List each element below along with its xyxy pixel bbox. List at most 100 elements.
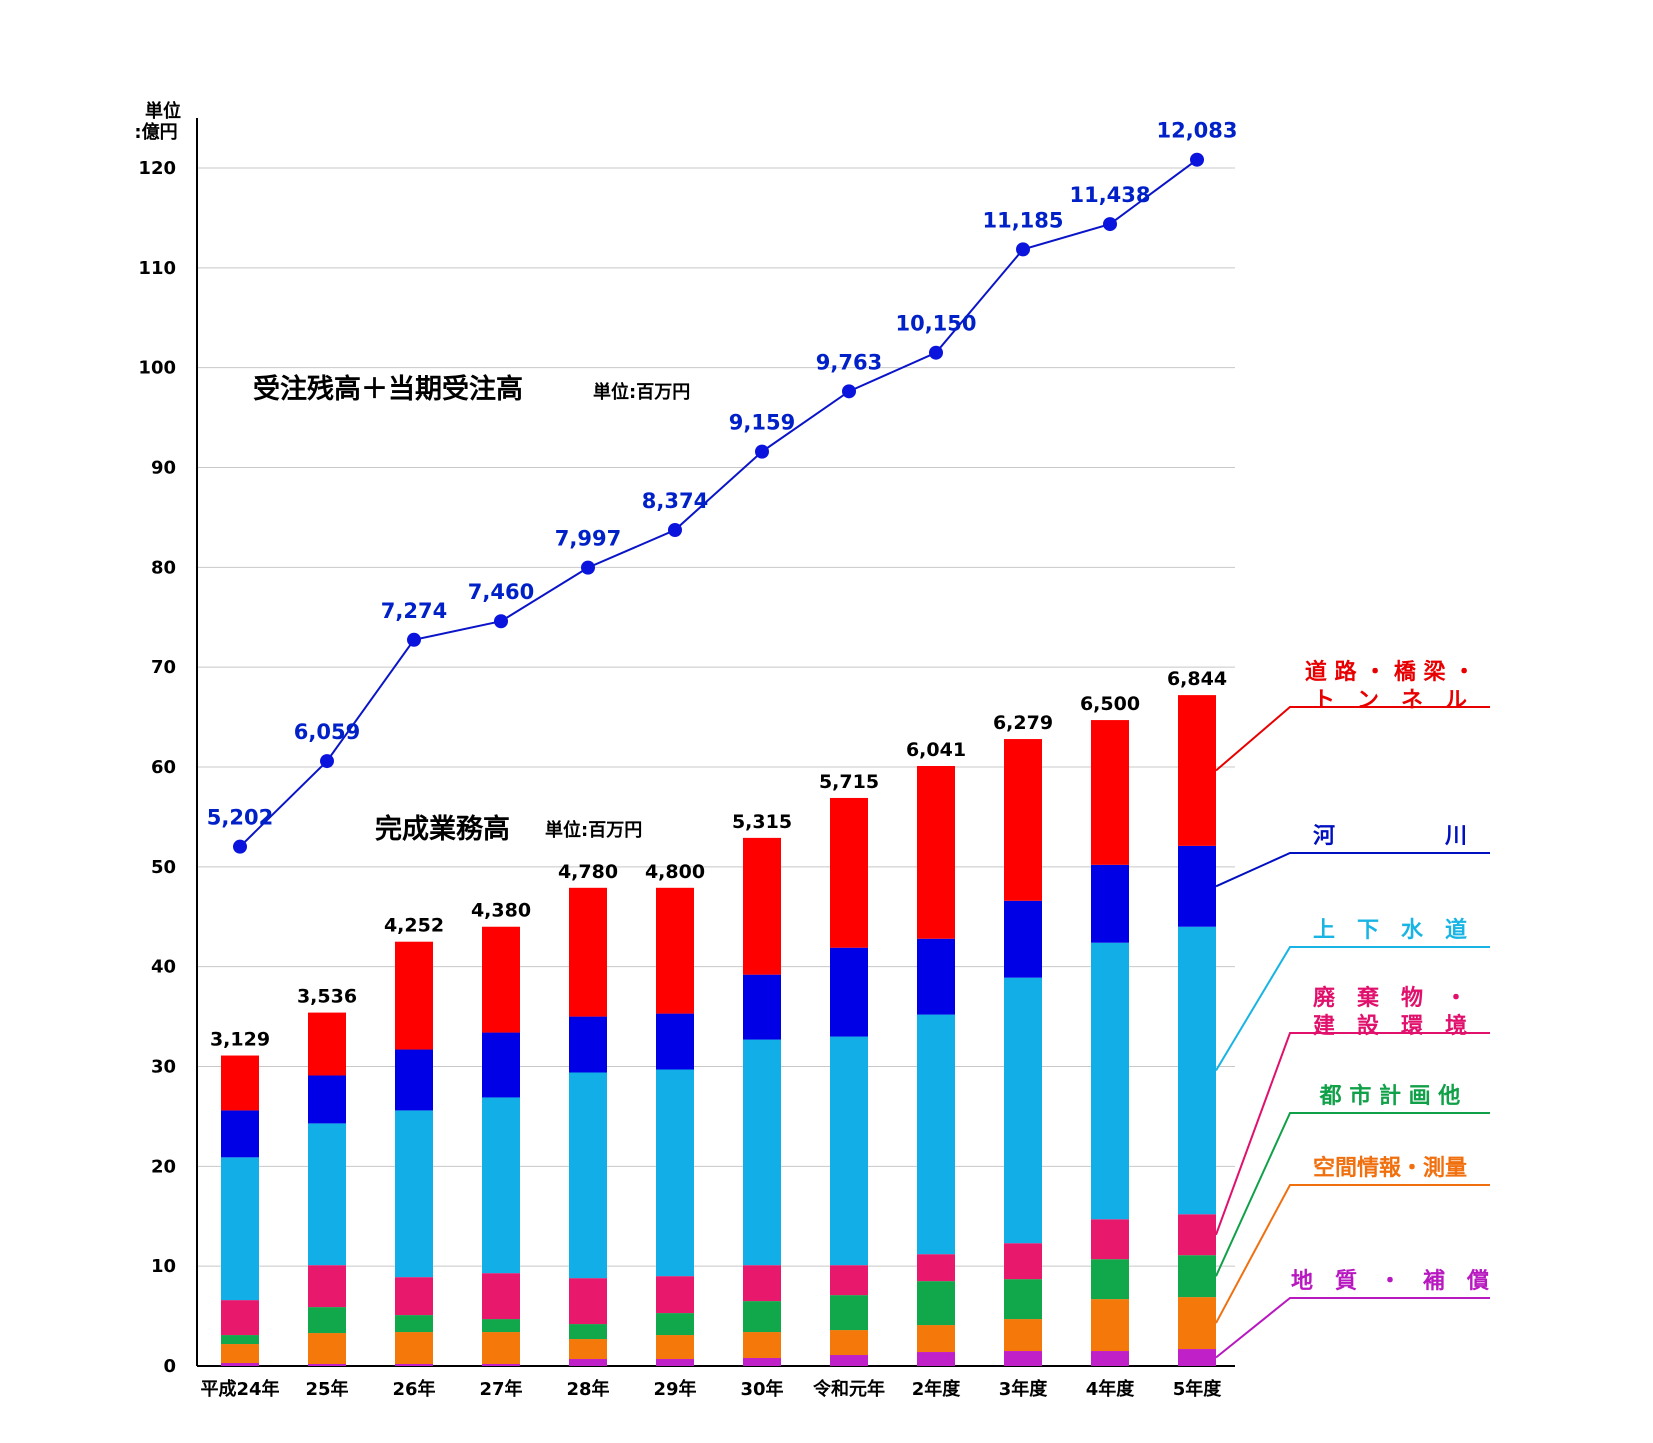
x-category-label: 5年度 — [1173, 1378, 1223, 1400]
order-point — [320, 754, 334, 769]
order-value-label: 6,059 — [294, 720, 360, 744]
bar-segment — [569, 887, 607, 1017]
bar-segment — [1091, 1219, 1129, 1260]
bar-segment — [569, 1359, 607, 1366]
order-point — [668, 522, 682, 537]
bar-segment — [482, 1332, 520, 1365]
bar-segment — [395, 1364, 433, 1366]
bar-segment — [656, 1013, 694, 1070]
bar-segment — [656, 1313, 694, 1336]
legend-leader-line — [1215, 1297, 1490, 1359]
bar-segment — [830, 1355, 868, 1366]
y-tick-label: 100 — [138, 358, 176, 379]
bar-segment — [308, 1012, 346, 1076]
y-tick-label: 70 — [151, 657, 176, 678]
bar-segment — [830, 1330, 868, 1356]
bar-segment — [221, 1335, 259, 1345]
x-category-label: 29年 — [653, 1378, 696, 1400]
bar-total-label: 6,500 — [1080, 693, 1140, 715]
bar-segment — [482, 1364, 520, 1366]
bar-total-label: 4,252 — [384, 915, 444, 937]
y-tick-label: 110 — [138, 258, 176, 279]
bar-segment — [917, 1014, 955, 1255]
bar-segment — [221, 1300, 259, 1336]
x-category-labels: 平成24年 25年 26年 27年 28年 29年 30年 令和元年 2年度 3年度 4年度 5年度 — [200, 1378, 1222, 1400]
order-point — [1016, 242, 1030, 257]
legend-leader-line — [1215, 946, 1490, 1072]
bar-segment — [308, 1333, 346, 1365]
bar-segment — [395, 1332, 433, 1365]
bar-segment — [917, 766, 955, 939]
bar-segment — [1004, 977, 1042, 1244]
order-value-label: 11,185 — [982, 208, 1063, 232]
y-tick-label: 10 — [151, 1256, 176, 1277]
bar-total-label: 4,380 — [471, 900, 531, 922]
bar-segment — [308, 1307, 346, 1334]
y-tick-label: 120 — [138, 158, 176, 179]
bar-total-label: 3,536 — [297, 986, 357, 1008]
bar-total-label: 3,129 — [210, 1029, 270, 1051]
bar-segment — [917, 938, 955, 1015]
bar-total-labels: 3,129 3,536 4,252 4,380 4,780 4,800 5,315 5,715… — [210, 668, 1227, 1050]
order-point — [1190, 152, 1204, 167]
bar-segment — [569, 1016, 607, 1073]
order-line-series: 5,202 6,059 7,274 7,460 7,997 8,374 9,159 9,763… — [207, 119, 1238, 854]
order-value-label: 12,083 — [1156, 119, 1237, 143]
order-value-label: 10,150 — [895, 312, 976, 336]
y-tick-label: 30 — [151, 1057, 176, 1078]
bar-total-label: 5,315 — [732, 811, 792, 833]
x-category-label: 2年度 — [912, 1378, 962, 1400]
bar-segment — [830, 797, 868, 948]
bar-total-label: 4,800 — [645, 861, 705, 883]
order-value-label: 8,374 — [642, 489, 708, 513]
order-value-label: 7,274 — [381, 599, 447, 623]
order-value-label: 7,460 — [468, 580, 534, 604]
bar-segment — [221, 1055, 259, 1111]
x-category-label: 30年 — [740, 1378, 783, 1400]
order-value-label: 7,997 — [555, 527, 621, 551]
bar-segment — [221, 1157, 259, 1301]
line-unit: 単位:百万円 — [593, 381, 690, 403]
bar-segment — [395, 1277, 433, 1316]
bar-segment — [1004, 1351, 1042, 1366]
bar-segment — [917, 1254, 955, 1282]
legend: 道 路 ・ 橋 梁 ・ト ン ネ ル河 川上 下 水 道廃 棄 物 ・建 設 環… — [1215, 659, 1490, 1359]
bar-segment — [482, 926, 520, 1033]
bar-segment — [1004, 900, 1042, 978]
legend-label-line2: 建 設 環 境 — [1313, 1013, 1467, 1039]
order-value-label: 9,763 — [816, 350, 882, 374]
line-title: 受注残高＋当期受注高 — [253, 373, 523, 405]
y-tick-label: 20 — [151, 1156, 176, 1177]
bar-segment — [569, 1278, 607, 1325]
legend-label-line2: ト ン ネ ル — [1313, 688, 1467, 713]
bar-segment — [1004, 1243, 1042, 1280]
legend-label: 上 下 水 道 — [1313, 917, 1467, 943]
bar-segment — [482, 1273, 520, 1320]
y-tick-label: 90 — [151, 458, 176, 479]
bar-segment — [308, 1265, 346, 1308]
bar-segment — [395, 1315, 433, 1333]
bar-segment — [1178, 1349, 1216, 1366]
bar-segment — [395, 941, 433, 1050]
bar-segment — [1178, 926, 1216, 1215]
legend-leader-line — [1215, 1184, 1490, 1324]
order-line — [239, 158, 1198, 848]
y-unit-top: 単位 — [145, 100, 181, 122]
bar-segment — [221, 1344, 259, 1364]
order-point — [581, 560, 595, 575]
order-point — [494, 614, 508, 629]
order-point — [842, 384, 856, 399]
bar-segment — [569, 1072, 607, 1279]
legend-leader-line — [1215, 852, 1490, 888]
bar-segment — [656, 887, 694, 1014]
bar-segment — [482, 1097, 520, 1274]
y-unit-bottom: :億円 — [134, 121, 177, 143]
bar-segment — [743, 1039, 781, 1266]
bar-segment — [221, 1110, 259, 1158]
bar-segment — [917, 1325, 955, 1353]
bar-segment — [1004, 739, 1042, 901]
bar-segment — [569, 1339, 607, 1360]
legend-leader-line — [1215, 1112, 1490, 1277]
legend-label: 廃 棄 物 ・ — [1313, 985, 1467, 1011]
